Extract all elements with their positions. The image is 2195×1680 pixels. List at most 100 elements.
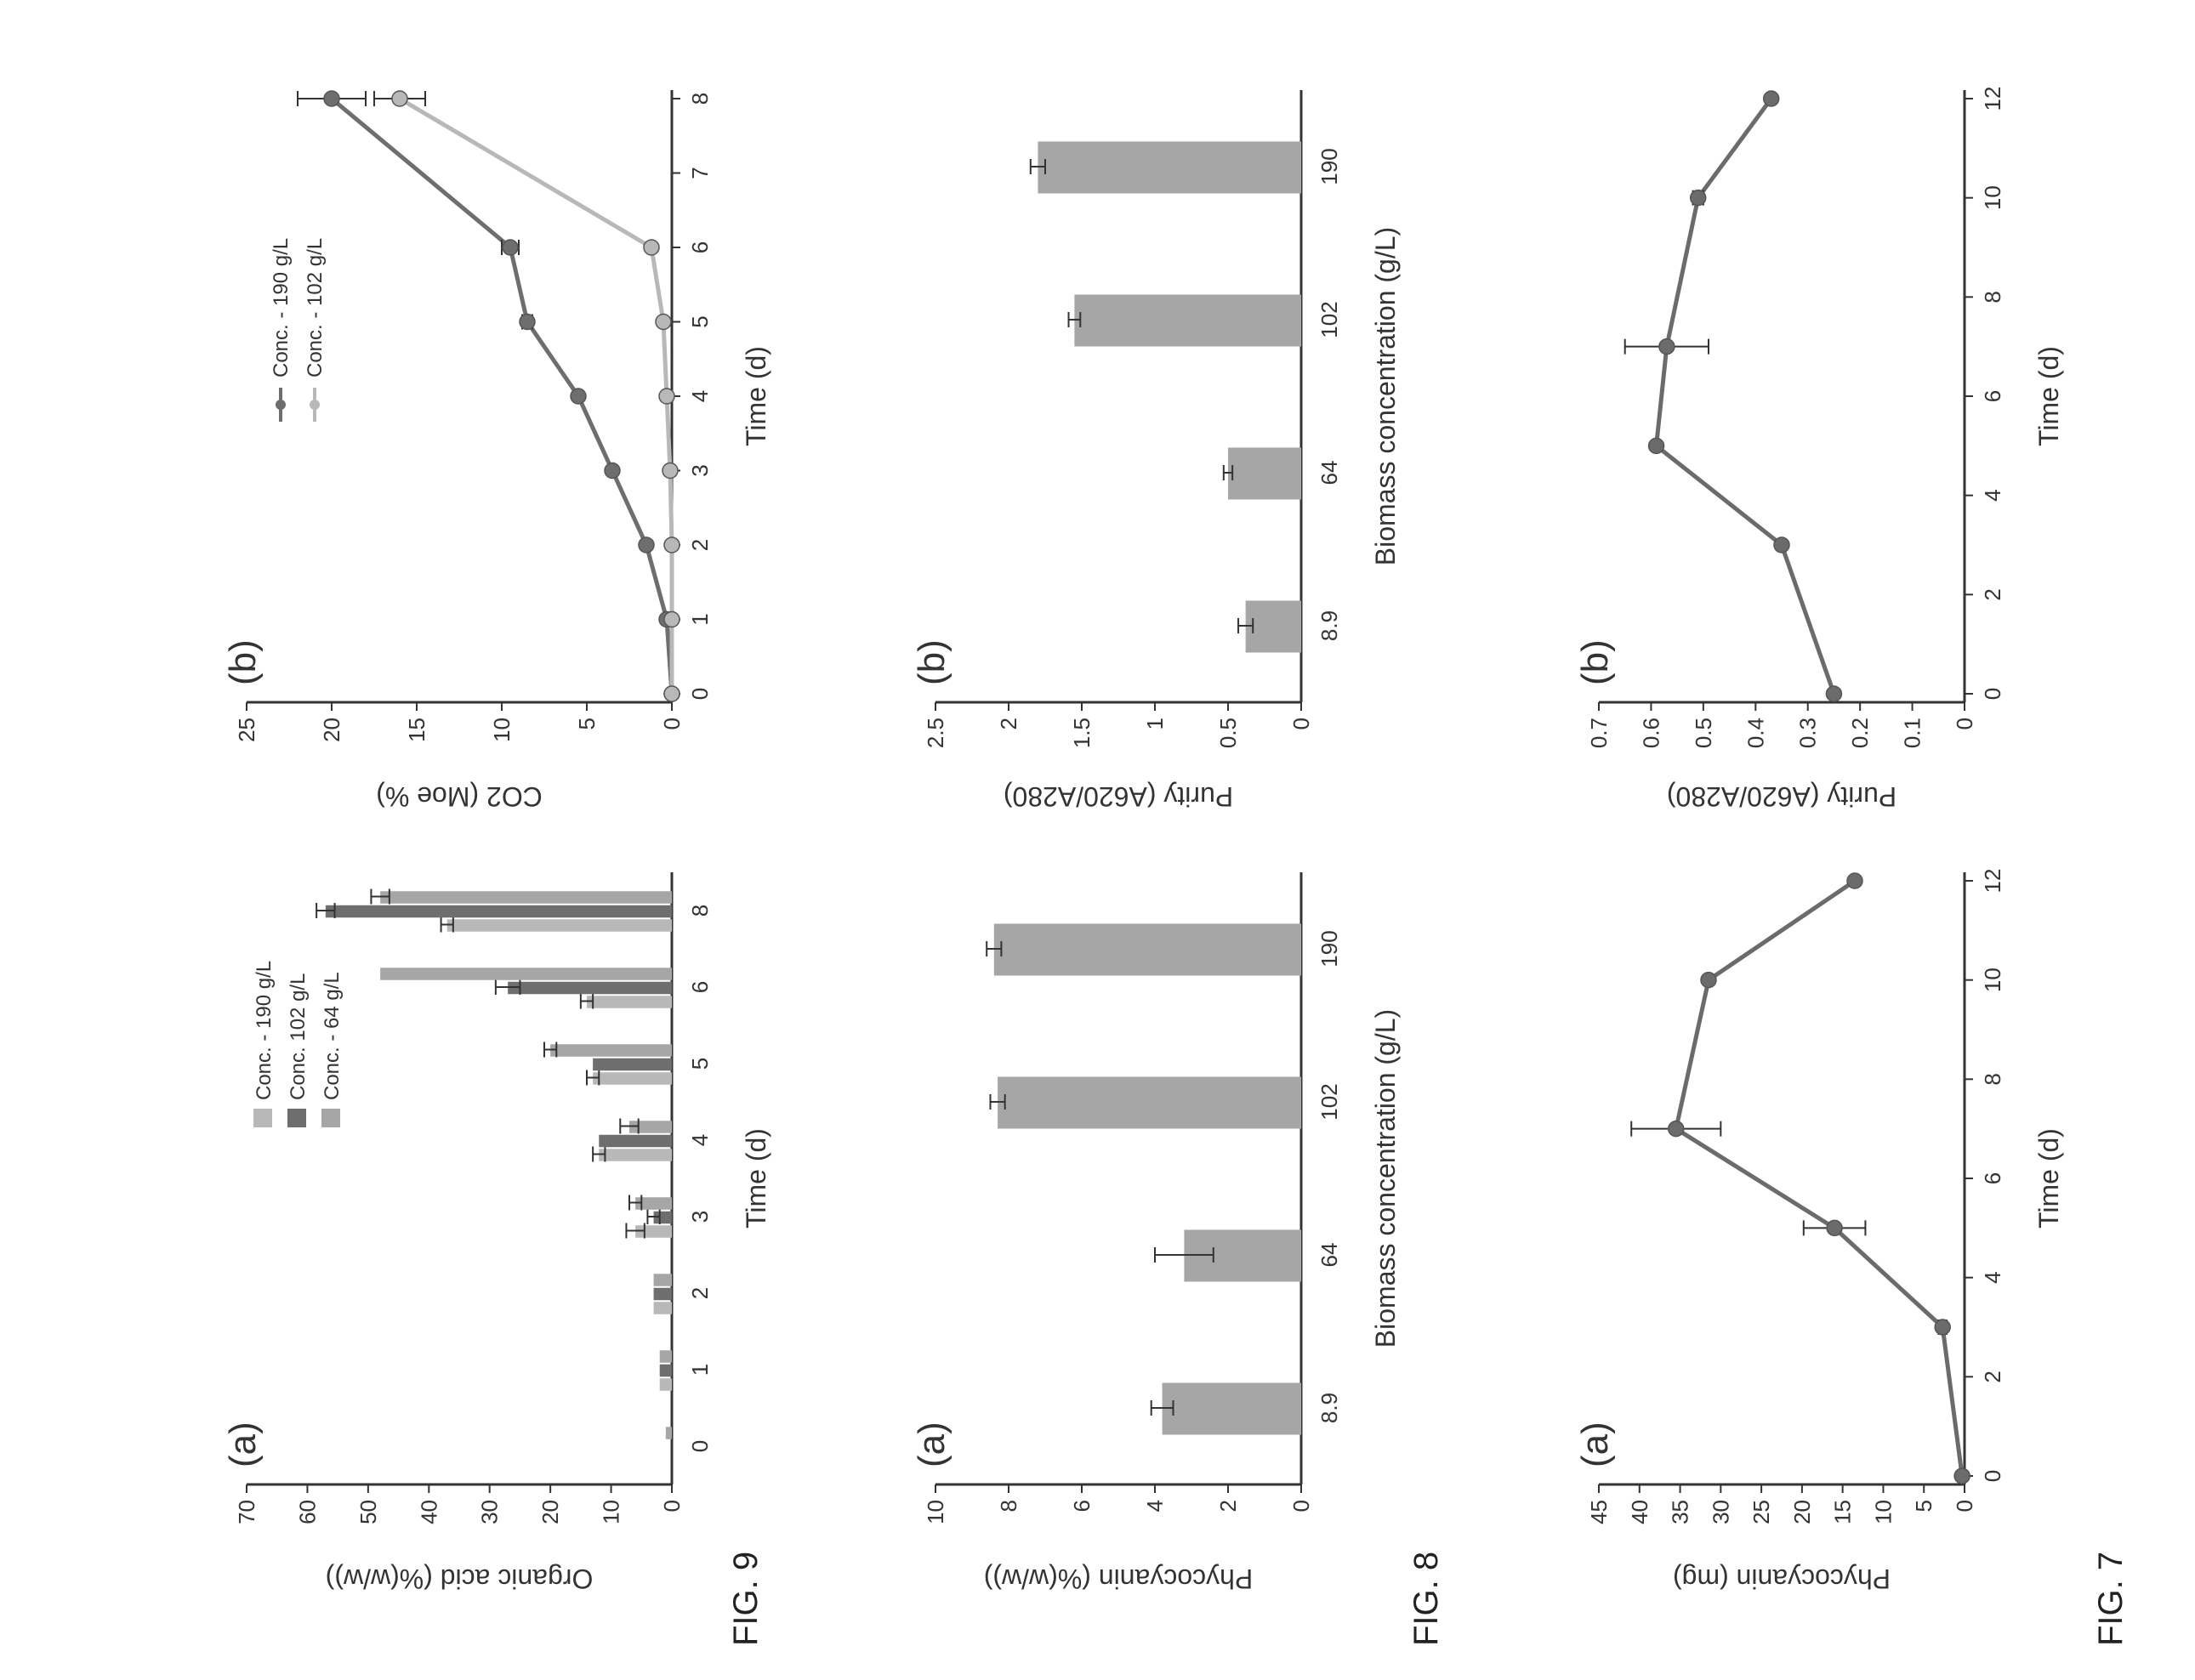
bar	[635, 1197, 673, 1210]
y-axis-label: Phycocyanin (%(w/w))	[984, 1564, 1254, 1594]
y-tick-label: 10	[489, 718, 515, 742]
bar	[1074, 294, 1301, 347]
bar	[599, 1134, 672, 1148]
bar	[550, 1044, 672, 1057]
x-tick-label: 2	[1980, 588, 2005, 600]
legend-swatch	[321, 1109, 340, 1127]
y-tick-label: 0.6	[1638, 718, 1663, 748]
y-tick-label: 20	[319, 718, 344, 742]
x-axis-label: Biomass concentration (g/L)	[1370, 227, 1401, 565]
data-point	[1953, 1467, 1970, 1484]
x-tick-label: 8	[687, 905, 713, 917]
x-tick-label: 7	[687, 167, 713, 179]
x-tick-label: 0	[687, 1440, 713, 1452]
x-tick-label: 64	[1316, 461, 1342, 485]
bar	[659, 1364, 673, 1377]
legend-swatch	[253, 1109, 272, 1127]
y-tick-label: 70	[234, 1500, 259, 1524]
x-tick-label: 8	[1980, 291, 2005, 303]
y-tick-label: 1.5	[1069, 718, 1095, 748]
bar	[593, 1058, 672, 1071]
y-tick-label: 20	[537, 1500, 563, 1524]
data-point	[1762, 90, 1780, 107]
bar	[659, 1350, 673, 1363]
x-tick-label: 2	[687, 1287, 713, 1299]
bar	[508, 981, 672, 995]
y-tick-label: 0.7	[1586, 718, 1612, 748]
data-point	[502, 239, 519, 256]
x-axis-label: Biomass concentration (g/L)	[1370, 1009, 1401, 1348]
panel-label: (b)	[1574, 639, 1616, 685]
fig7b-chart: 0 0.1 0.2 0.3 0.4 0.5 0.6 0.7 Purity (A620/A280)…	[1574, 87, 2064, 812]
bar	[599, 1149, 672, 1161]
data-point	[1846, 872, 1863, 889]
x-tick-label: 2	[687, 539, 713, 551]
y-tick-label: 25	[1749, 1500, 1774, 1524]
bar	[665, 1427, 672, 1439]
x-tick-label: 12	[1980, 87, 2005, 111]
x-tick-label: 0	[687, 688, 713, 700]
x-tick-label: 102	[1316, 1083, 1342, 1120]
x-tick-label: 1	[687, 613, 713, 625]
bar	[380, 968, 672, 980]
x-tick-label: 2	[1980, 1371, 2005, 1382]
y-tick-label: 60	[294, 1500, 320, 1524]
x-axis-label: Time (d)	[741, 1128, 771, 1229]
y-tick-label: 10	[923, 1500, 948, 1524]
x-tick-label: 8.9	[1316, 1393, 1342, 1423]
y-tick-label: 45	[1586, 1500, 1612, 1524]
y-axis-label: Phycocyanin (mg)	[1673, 1564, 1891, 1594]
y-tick-label: 2.5	[923, 718, 948, 748]
y-tick-label: 40	[416, 1500, 441, 1524]
bar	[380, 891, 672, 904]
y-axis-label: Organic acid (%(w/w))	[326, 1564, 594, 1594]
data-point	[1647, 437, 1665, 455]
y-tick-label: 5	[1911, 1500, 1936, 1512]
series-line	[398, 96, 674, 694]
y-tick-label: 4	[1142, 1500, 1168, 1512]
bar	[593, 1072, 672, 1085]
panel-label: (b)	[911, 639, 952, 685]
panel-label: (a)	[911, 1422, 952, 1467]
data-point	[638, 536, 655, 553]
fig9b-chart: 0 5 10 15 20 25 CO2 (Moe %) Time (d) (b) 0 1 2 3 4 5 6 7…	[222, 90, 771, 812]
bar	[653, 1287, 672, 1301]
data-point	[1825, 685, 1843, 702]
x-tick-label: 5	[687, 1058, 713, 1070]
y-tick-label: 15	[1830, 1500, 1856, 1524]
y-tick-label: 0.5	[1691, 718, 1716, 748]
legend-label: Conc. - 64 g/L	[321, 972, 344, 1100]
panel-label: (a)	[222, 1422, 264, 1467]
y-tick-label: 0.3	[1795, 718, 1821, 748]
y-axis-label: Purity (A620/A280)	[1004, 781, 1233, 812]
data-point	[1668, 1120, 1685, 1138]
fig7-label: FIG. 7	[2092, 1551, 2130, 1646]
bar	[653, 1211, 672, 1224]
x-tick-label: 8.9	[1316, 610, 1342, 641]
x-tick-label: 4	[1980, 489, 2005, 501]
y-axis-label: CO2 (Moe %)	[376, 781, 543, 812]
x-tick-label: 1	[687, 1364, 713, 1376]
legend-label: Conc. - 102 g/L	[304, 238, 327, 377]
x-axis-label: Time (d)	[2033, 1128, 2064, 1229]
series-line	[1653, 97, 1836, 695]
y-tick-label: 30	[1708, 1500, 1733, 1524]
data-point	[519, 313, 536, 331]
x-tick-label: 8	[687, 93, 713, 105]
y-tick-label: 0.5	[1215, 718, 1241, 748]
x-tick-label: 102	[1316, 301, 1342, 338]
bar	[659, 1378, 673, 1391]
y-tick-label: 2	[1215, 1500, 1241, 1512]
y-tick-label: 10	[599, 1500, 624, 1524]
data-point	[1773, 536, 1790, 553]
data-point	[391, 90, 408, 107]
series-line	[330, 97, 674, 695]
bar	[1184, 1229, 1301, 1282]
x-tick-label: 64	[1316, 1243, 1342, 1268]
y-tick-label: 0	[1952, 718, 1977, 729]
y-tick-label: 0.4	[1743, 718, 1768, 748]
x-tick-label: 4	[687, 1134, 713, 1146]
data-point	[662, 462, 679, 480]
